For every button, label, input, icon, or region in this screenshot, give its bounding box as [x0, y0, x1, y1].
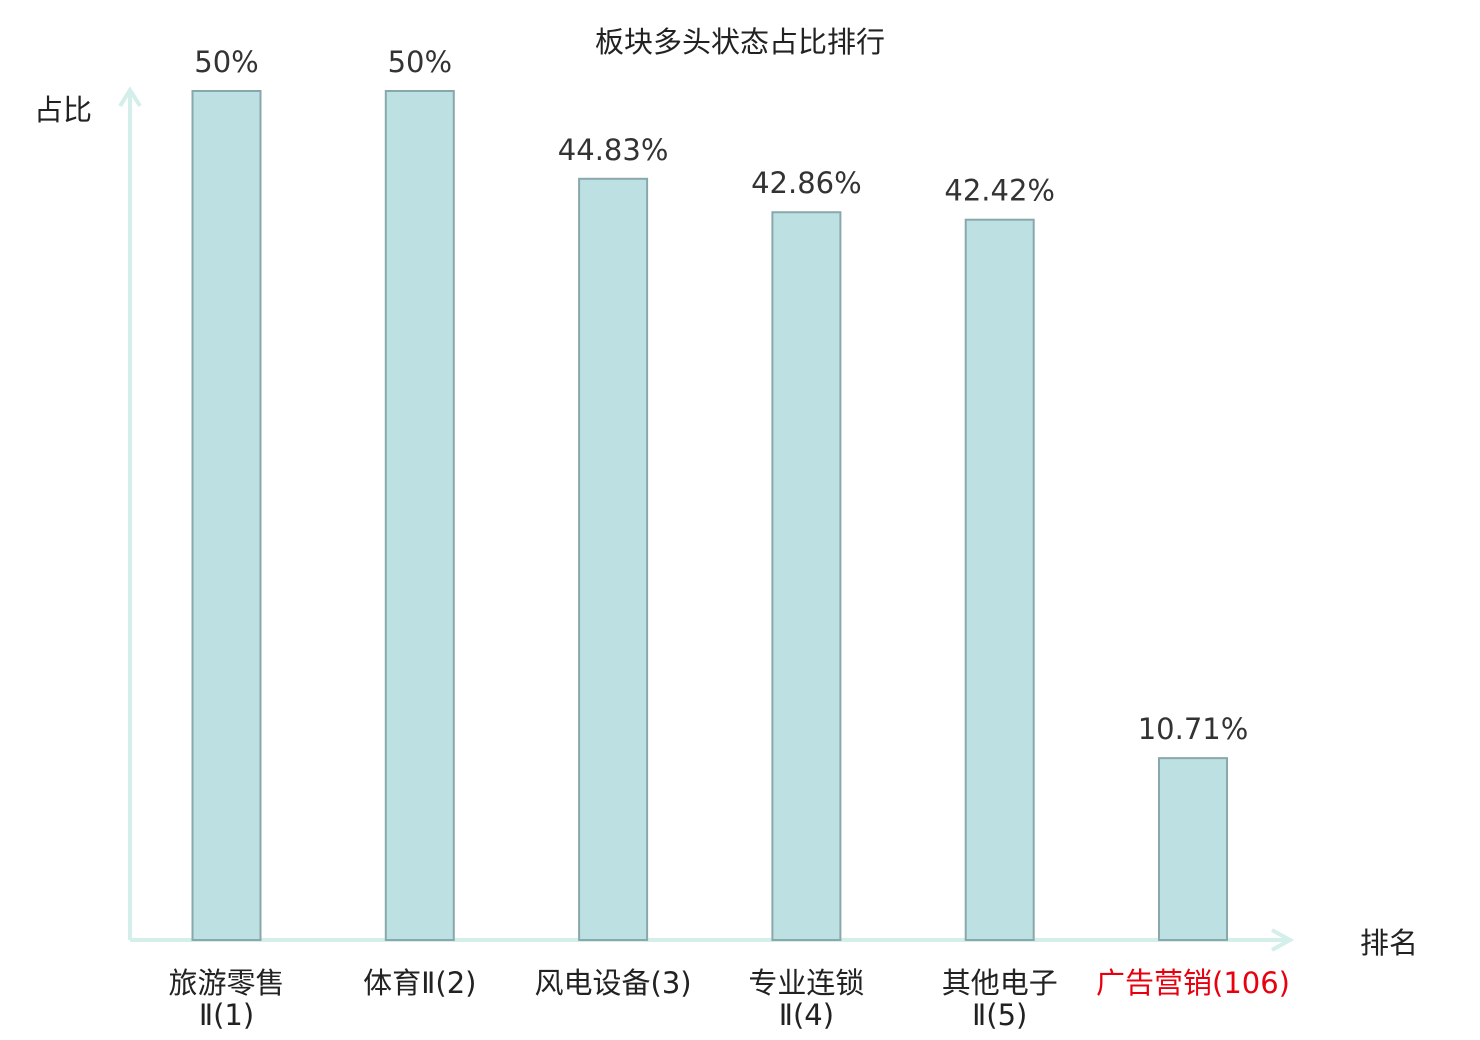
- bar: [191, 90, 262, 941]
- bar-value-label: 44.83%: [558, 133, 669, 167]
- bar-value-label: 50%: [388, 45, 452, 79]
- category-rank-label: Ⅱ(4): [779, 998, 834, 1032]
- bar-value-label: 50%: [194, 45, 258, 79]
- bar: [384, 90, 455, 941]
- bar-value-label: 42.42%: [944, 174, 1055, 208]
- category-label: 专业连锁: [748, 966, 864, 1000]
- bar: [964, 218, 1035, 942]
- x-axis-arrow: [1271, 928, 1295, 952]
- bar: [578, 177, 649, 941]
- category-label: 风电设备(3): [535, 966, 692, 1000]
- y-axis-label: 占比: [34, 93, 92, 127]
- category-rank-label: Ⅱ(1): [199, 998, 254, 1032]
- bar: [1158, 757, 1228, 942]
- category-label: 旅游零售: [168, 966, 284, 1000]
- category-label: 其他电子: [942, 966, 1058, 1000]
- chart-title: 板块多头状态占比排行: [595, 25, 885, 59]
- category-rank-label: Ⅱ(5): [972, 998, 1027, 1032]
- category-label: 体育Ⅱ(2): [363, 966, 476, 1000]
- bars-group: [191, 90, 1228, 942]
- x-axis-label: 排名: [1360, 926, 1418, 960]
- y-axis-arrow: [118, 86, 142, 108]
- category-label: 广告营销(106): [1096, 966, 1290, 1000]
- bar-value-label: 10.71%: [1138, 712, 1249, 746]
- bar-value-label: 42.86%: [751, 166, 862, 200]
- bar: [771, 211, 842, 942]
- value-labels-group: 50% 50% 44.83% 42.86% 42.42% 10.71%: [194, 45, 1248, 746]
- axes: [118, 86, 1295, 952]
